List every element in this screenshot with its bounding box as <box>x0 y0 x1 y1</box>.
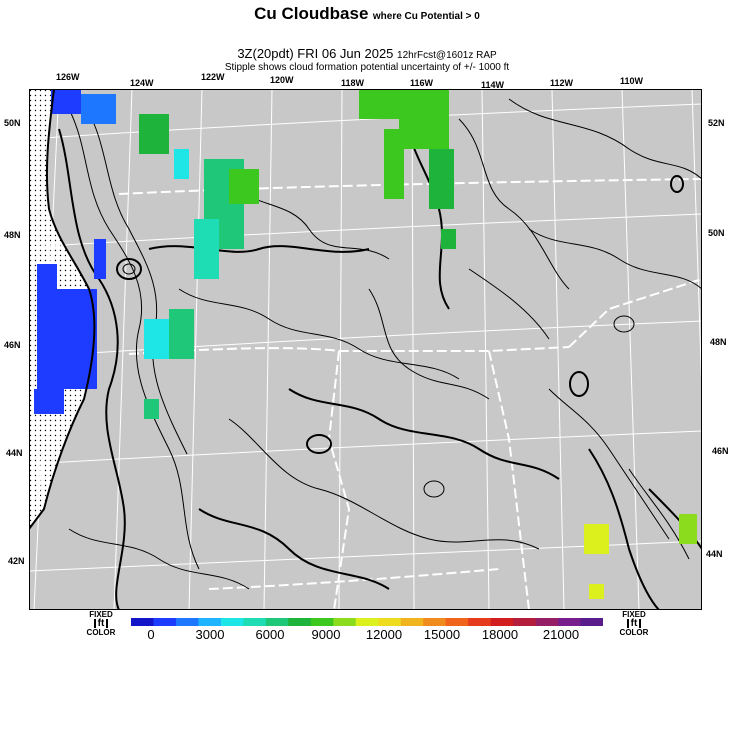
lat-label-right-44n: 44N <box>706 549 723 559</box>
lon-label-124w: 124W <box>130 78 154 88</box>
colorbar-swatch <box>198 618 222 626</box>
colorbar-swatch <box>153 618 177 626</box>
colorbar-swatch <box>265 618 289 626</box>
colorbar-left-bottom: COLOR <box>86 628 116 637</box>
colorbar-swatch <box>580 618 603 626</box>
colorbar-tick-18000: 18000 <box>481 627 519 642</box>
lon-label-116w: 116W <box>410 78 434 88</box>
colorbar-swatch <box>310 618 334 626</box>
colorbar-left-top: FIXED <box>89 610 113 619</box>
lat-label-right-48n: 48N <box>710 337 727 347</box>
lon-label-114w: 114W <box>481 80 505 90</box>
colorbar-tick-0: 0 <box>147 627 155 642</box>
cloudbase-fill <box>34 89 697 599</box>
lon-label-122w: 122W <box>201 72 225 82</box>
colorbar-right-unit: ft <box>626 619 642 629</box>
lat-label-left-44n: 44N <box>6 448 23 458</box>
lat-label-right-46n: 46N <box>712 446 729 456</box>
lat-label-left-50n: 50N <box>4 118 21 128</box>
colorbar-swatch <box>220 618 244 626</box>
colorbar <box>131 618 603 626</box>
colorbar-swatch <box>333 618 357 626</box>
colorbar-left-units: FIXED ft COLOR <box>86 610 116 637</box>
lon-label-120w: 120W <box>270 75 294 85</box>
closed-contours <box>116 175 684 498</box>
colorbar-tick-12000: 12000 <box>365 627 403 642</box>
colorbar-tick-3000: 3000 <box>195 627 225 642</box>
colorbar-swatch <box>490 618 514 626</box>
stipple-note: Stipple shows cloud formation potential … <box>224 62 510 73</box>
colorbar-tick-6000: 6000 <box>255 627 285 642</box>
title-text: Cu Cloudbase <box>254 4 369 23</box>
lon-label-110w: 110W <box>620 76 644 86</box>
run-note: 12hrFcst@1601z RAP <box>397 50 497 61</box>
chart-title: Cu Cloudbase where Cu Potential > 0 <box>0 4 734 24</box>
lat-label-right-52n: 52N <box>708 118 725 128</box>
colorbar-swatch <box>378 618 402 626</box>
coastline <box>29 89 96 530</box>
colorbar-swatch <box>288 618 312 626</box>
run-info: 3Z(20pdt) FRI 06 Jun 2025 12hrFcst@1601z… <box>0 46 734 61</box>
colorbar-tick-15000: 15000 <box>423 627 461 642</box>
colorbar-swatch <box>243 618 267 626</box>
colorbar-swatch <box>355 618 379 626</box>
colorbar-tick-9000: 9000 <box>311 627 341 642</box>
colorbar-swatch <box>423 618 447 626</box>
run-main: 3Z(20pdt) FRI 06 Jun 2025 <box>237 46 394 61</box>
colorbar-tick-21000: 21000 <box>542 627 580 642</box>
map-frame <box>29 89 702 610</box>
colorbar-swatch <box>513 618 537 626</box>
lon-label-126w: 126W <box>56 72 80 82</box>
colorbar-swatch <box>131 618 154 626</box>
colorbar-right-bottom: COLOR <box>619 628 649 637</box>
map-panel <box>29 89 702 610</box>
lat-label-left-46n: 46N <box>4 340 21 350</box>
lon-label-118w: 118W <box>341 78 365 88</box>
colorbar-right-units: FIXED ft COLOR <box>616 610 652 637</box>
colorbar-right-top: FIXED <box>622 610 646 619</box>
lat-label-left-42n: 42N <box>8 556 25 566</box>
title-note: where Cu Potential > 0 <box>372 11 480 22</box>
colorbar-swatch <box>445 618 469 626</box>
colorbar-swatch <box>558 618 582 626</box>
colorbar-swatch <box>535 618 559 626</box>
colorbar-swatch <box>175 618 199 626</box>
colorbar-left-unit: ft <box>93 619 109 629</box>
lat-label-left-48n: 48N <box>4 230 21 240</box>
lat-label-right-50n: 50N <box>708 228 725 238</box>
borders <box>118 178 702 610</box>
colorbar-swatch <box>468 618 492 626</box>
lon-label-112w: 112W <box>550 78 574 88</box>
colorbar-swatch <box>400 618 424 626</box>
